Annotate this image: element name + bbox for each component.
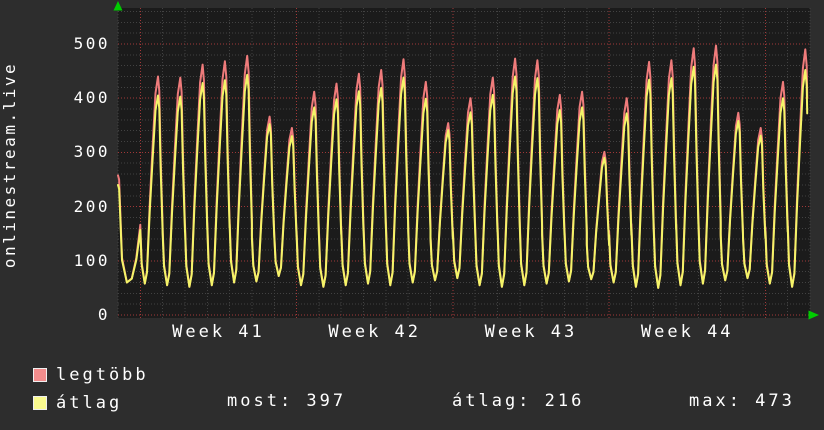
vertical-axis-title: onlinestream.live — [0, 61, 19, 269]
legend: legtöbb átlag — [33, 361, 149, 417]
legend-item-legtobb: legtöbb — [33, 361, 149, 389]
legend-label: legtöbb — [56, 365, 149, 385]
legend-swatch-icon — [33, 396, 47, 410]
y-axis-arrow-icon — [113, 1, 123, 11]
x-axis-arrow-icon — [808, 310, 819, 320]
series-line-atlag — [117, 63, 809, 289]
legend-swatch-icon — [33, 368, 47, 382]
legend-label: átlag — [56, 393, 123, 413]
legend-item-atlag: átlag — [33, 389, 149, 417]
